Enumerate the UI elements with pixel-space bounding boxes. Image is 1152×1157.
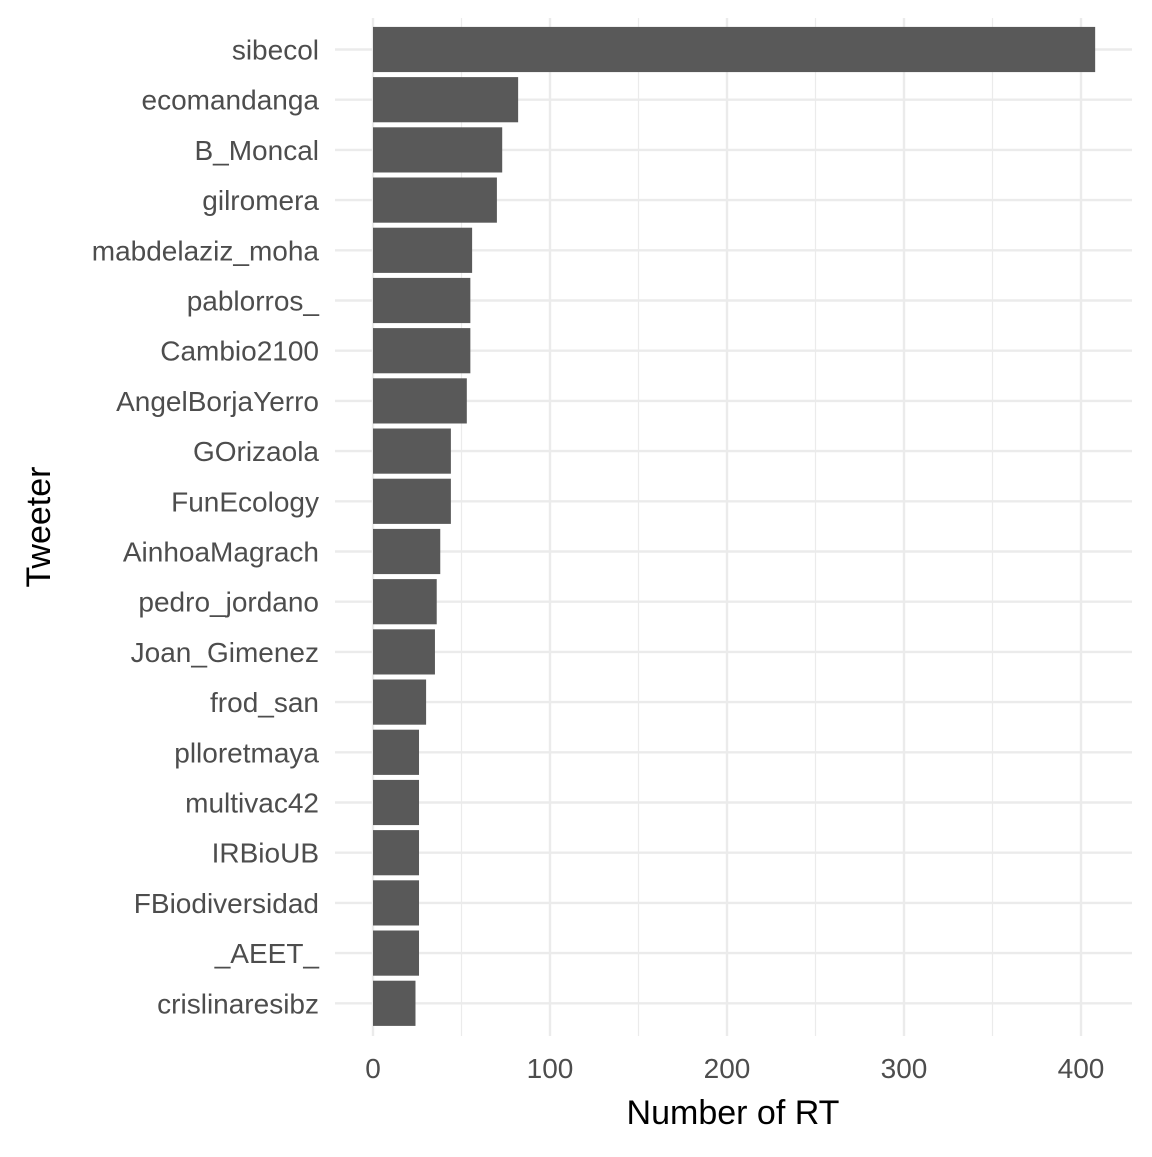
- y-tick-label: B_Moncal: [194, 135, 319, 166]
- y-tick-label: gilromera: [202, 185, 319, 216]
- y-tick-label: Cambio2100: [160, 336, 319, 367]
- y-tick-label: sibecol: [232, 35, 319, 66]
- bar-sibecol: [373, 26, 1096, 73]
- bar-Joan_Gimenez: [373, 629, 435, 675]
- y-tick-label: FunEcology: [171, 486, 319, 517]
- x-tick-labels: 0 100 200 300 400: [365, 1053, 1104, 1084]
- bar-pablorros_: [373, 277, 471, 324]
- y-tick-label: AinhoaMagrach: [123, 537, 319, 568]
- y-tick-label: multivac42: [185, 788, 319, 819]
- bar-gilromera: [373, 177, 497, 223]
- y-tick-label: GOrizaola: [193, 436, 319, 467]
- bars: [373, 26, 1096, 1026]
- x-axis-title: Number of RT: [627, 1094, 840, 1132]
- x-tick-label: 200: [704, 1053, 751, 1084]
- bar-frod_san: [373, 679, 427, 725]
- y-tick-label: _AEET_: [214, 938, 320, 969]
- y-tick-label: pablorros_: [187, 286, 320, 317]
- bar-GOrizaola: [373, 428, 451, 474]
- bar-IRBioUB: [373, 830, 420, 876]
- y-tick-label: ecomandanga: [142, 85, 320, 116]
- bar-B_Moncal: [373, 127, 503, 173]
- minor-gridlines: [460, 18, 994, 1036]
- y-tick-label: mabdelaziz_moha: [92, 235, 320, 266]
- y-tick-label: AngelBorjaYerro: [116, 386, 319, 417]
- y-tick-label: Joan_Gimenez: [131, 637, 319, 668]
- bar-multivac42: [373, 779, 420, 826]
- bar-Cambio2100: [373, 328, 471, 374]
- y-tick-label: plloretmaya: [174, 737, 319, 768]
- bar-AngelBorjaYerro: [373, 378, 467, 424]
- bar-crislinaresibz: [373, 980, 416, 1026]
- x-tick-label: 100: [527, 1053, 574, 1084]
- x-tick-label: 400: [1058, 1053, 1105, 1084]
- y-tick-label: frod_san: [210, 687, 319, 718]
- bar-AinhoaMagrach: [373, 528, 441, 575]
- y-tick-labels: sibecol ecomandanga B_Moncal gilromera mabde…: [92, 35, 320, 1020]
- y-tick-label: IRBioUB: [212, 838, 319, 869]
- x-tick-label: 300: [881, 1053, 928, 1084]
- y-tick-label: FBiodiversidad: [134, 888, 319, 919]
- bar-FBiodiversidad: [373, 880, 420, 926]
- bar-mabdelaziz_moha: [373, 227, 473, 273]
- y-axis-title: Tweeter: [20, 467, 58, 588]
- y-tick-label: pedro_jordano: [138, 587, 319, 618]
- bar-ecomandanga: [373, 77, 519, 123]
- bar-FunEcology: [373, 478, 451, 524]
- y-tick-label: crislinaresibz: [157, 988, 319, 1019]
- bar-plloretmaya: [373, 729, 420, 775]
- bar-pedro_jordano: [373, 579, 437, 625]
- bar-_AEET_: [373, 930, 420, 976]
- x-tick-label: 0: [365, 1053, 381, 1084]
